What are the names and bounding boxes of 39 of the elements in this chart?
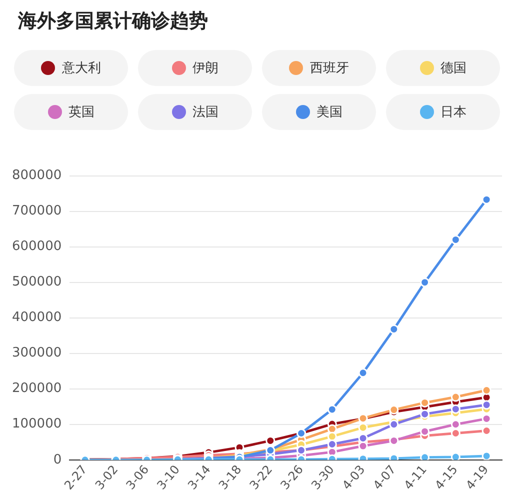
legend-label: 伊朗 [192,60,218,77]
point [389,324,399,334]
y-tick-label: 600000 [12,239,62,254]
point [450,404,460,414]
y-tick-label: 500000 [12,274,62,290]
legend-label: 美国 [316,104,342,121]
point [450,452,460,460]
legend-label: 日本 [440,104,466,121]
legend-label: 意大利 [62,60,101,77]
point [482,194,492,204]
point [358,441,368,451]
legend-label: 西班牙 [310,60,349,77]
legend-label: 英国 [68,104,94,121]
y-tick-label: 300000 [12,346,62,361]
point [450,392,460,402]
y-tick-label: 100000 [12,416,62,432]
point [450,420,460,430]
point [389,420,399,430]
point [482,451,492,460]
legend-label: 德国 [440,60,466,77]
y-tick-label: 700000 [12,204,62,219]
point [420,426,430,436]
point [327,432,337,442]
chart-title: 海外多国累计确诊趋势 [18,9,208,34]
y-tick-label: 0 [53,452,62,468]
point [420,409,430,419]
point [358,368,368,378]
point [482,400,492,410]
point [420,452,430,460]
point [327,404,337,414]
point [450,428,460,438]
legend-label: 法国 [192,104,218,121]
point [358,422,368,432]
y-tick-label: 400000 [12,310,62,326]
y-tick-label: 200000 [12,381,62,396]
point [450,234,460,244]
point [482,386,492,396]
y-tick-label: 800000 [12,168,62,184]
point [420,278,430,288]
